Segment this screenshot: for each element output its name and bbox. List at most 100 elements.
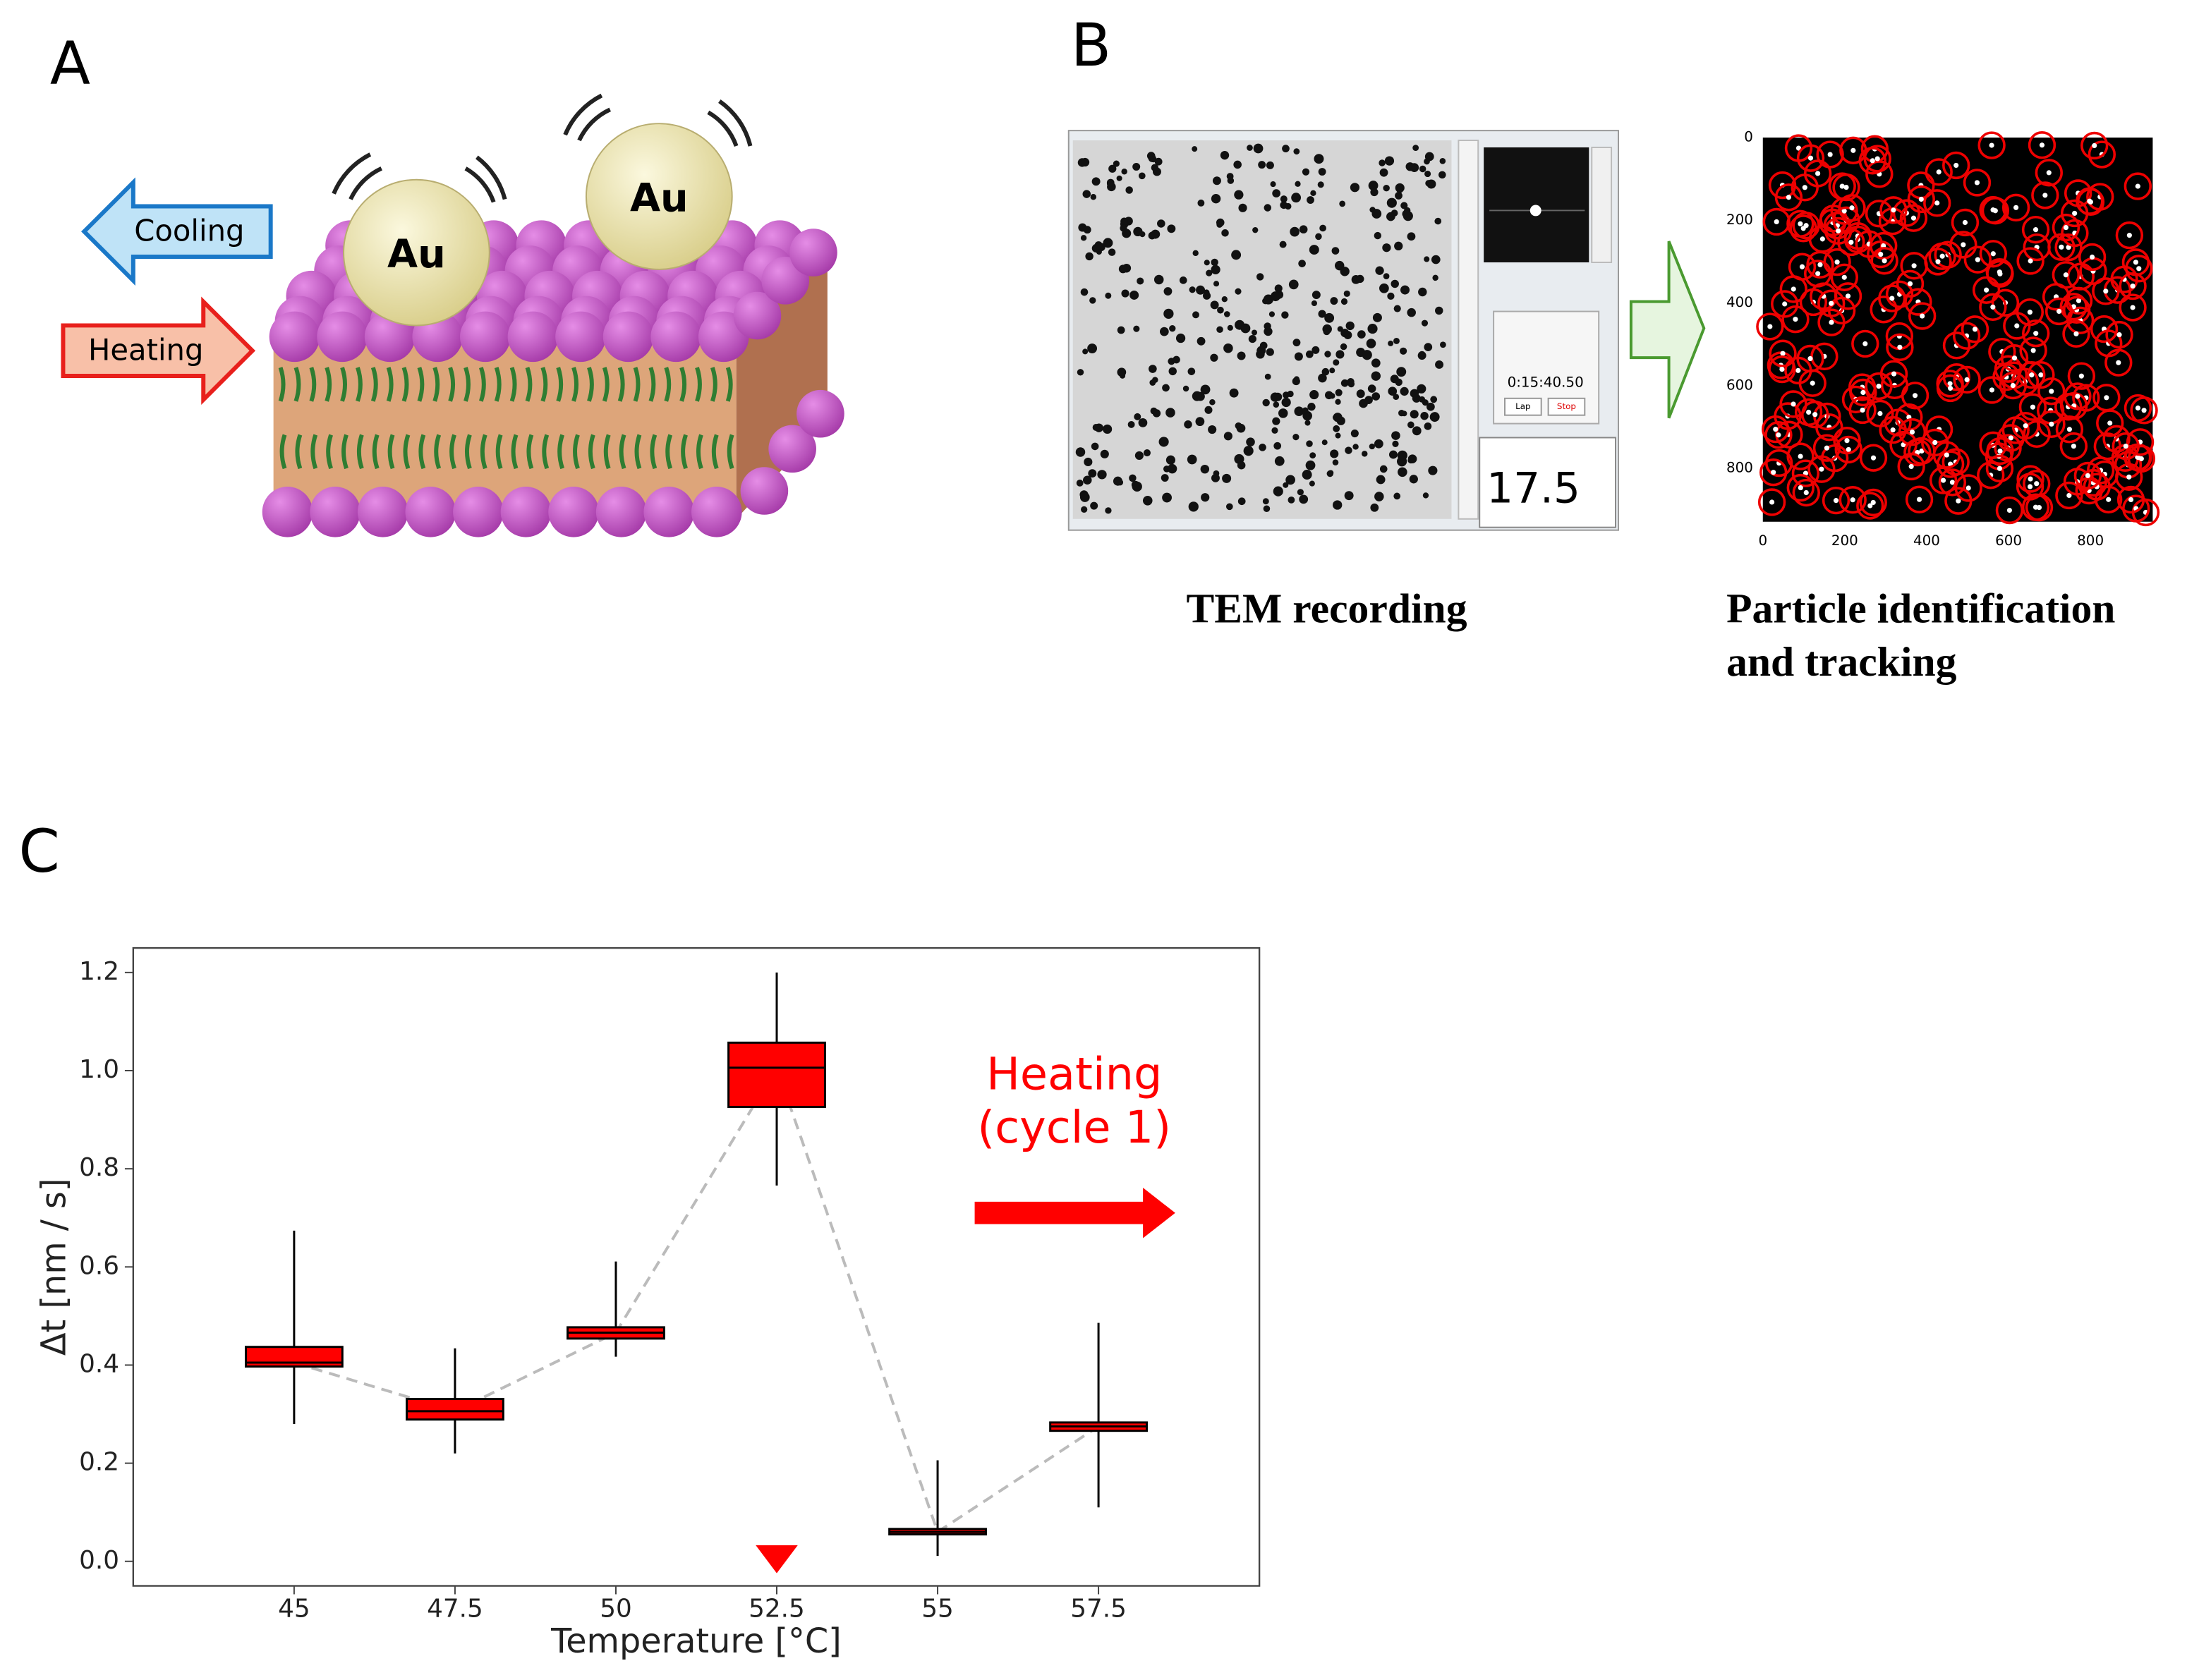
particle [1076,479,1084,487]
particle [2039,142,2045,148]
particle [1223,432,1232,441]
particle [1819,466,1824,472]
lipid-head [733,291,782,340]
particle [2090,254,2095,260]
particle [1920,313,1925,319]
particle [1256,349,1265,359]
particle [1860,389,1866,396]
particle [1129,474,1137,482]
caption: TEM recording [1187,585,1467,632]
particle [1324,312,1335,323]
particle [1386,212,1395,221]
track-circle [2011,367,2040,396]
particle [1391,279,1399,288]
toolbar [1591,146,1613,263]
particle [1990,251,1996,257]
particle [2046,170,2052,176]
particle [1386,197,1397,208]
particle [2141,408,2147,413]
particle [2076,298,2082,303]
particle [1434,217,1442,225]
particle [1151,164,1159,171]
x-tick-label: 50 [600,1594,632,1623]
track-circle [1757,488,1786,516]
particle [1210,353,1218,362]
particle [1964,377,1970,382]
particle [1264,373,1271,380]
particle [1439,341,1446,348]
particle [1273,401,1280,408]
x-tick-label: 600 [1995,532,2022,549]
particle [1939,253,1945,259]
y-tick-label: 0.4 [79,1349,119,1378]
particle [1167,463,1177,474]
lap-button[interactable] [1504,397,1542,416]
particle [1272,189,1280,197]
particle [1424,343,1433,351]
particle [1305,460,1316,470]
particle [1807,155,1814,161]
particle [1345,446,1352,454]
particle [1779,367,1785,372]
particle [2033,227,2039,233]
track-circle [1859,488,1887,517]
particle [1819,236,1825,242]
particle [2092,142,2097,149]
particle [1262,398,1270,407]
lipid-tail [278,367,287,470]
stop-button[interactable] [1547,397,1586,416]
particle [1309,390,1319,400]
lipid-tail [386,367,395,470]
particle [1127,420,1135,428]
lipid-tail [432,367,442,470]
particle [1091,442,1099,451]
particle [1262,498,1269,505]
lipid-tail [725,367,734,470]
particle [1429,412,1440,422]
particle [1149,365,1157,373]
track-circle [2119,293,2147,322]
heating-label: Heating [88,333,204,367]
vibration-marks [332,93,753,203]
particle [1088,469,1097,478]
track-circle [2052,261,2080,289]
particle [1364,396,1373,404]
particle [1138,172,1146,180]
track-circle [2062,319,2090,348]
particle [1324,351,1331,358]
direction-arrow [974,1187,1175,1238]
track-circle [1849,378,1877,407]
track-circle [1929,466,1958,494]
track-circle [2016,298,2044,327]
particle [1217,306,1224,314]
particle [2066,427,2072,432]
particle [1304,420,1311,426]
particle [2116,332,2122,338]
particle [1223,343,1233,353]
particle [1158,437,1169,447]
particle [1247,145,1253,151]
particle [1259,444,1266,451]
particle [1372,312,1382,322]
particle [1200,384,1211,395]
tracking-axes: 0 200 400 600 800 0 200 400 600 800 [1726,129,2104,549]
particle [1839,183,1845,189]
particle [1089,297,1096,304]
particle [1961,242,1966,248]
lipid-tail [679,367,688,470]
particle [1294,352,1303,361]
particle [1997,269,2002,275]
particle [1103,424,1113,434]
particle [1383,273,1390,279]
track-circle [2130,396,2158,425]
track-circle [1838,194,1866,222]
particle [1203,289,1210,296]
particle [1184,420,1192,429]
track-circle [1781,305,1810,334]
particle [1281,397,1291,408]
cooling-arrow [81,177,273,286]
particle [1333,413,1343,422]
particle [1424,422,1432,430]
particle [1817,262,1823,267]
particle [1426,402,1435,411]
